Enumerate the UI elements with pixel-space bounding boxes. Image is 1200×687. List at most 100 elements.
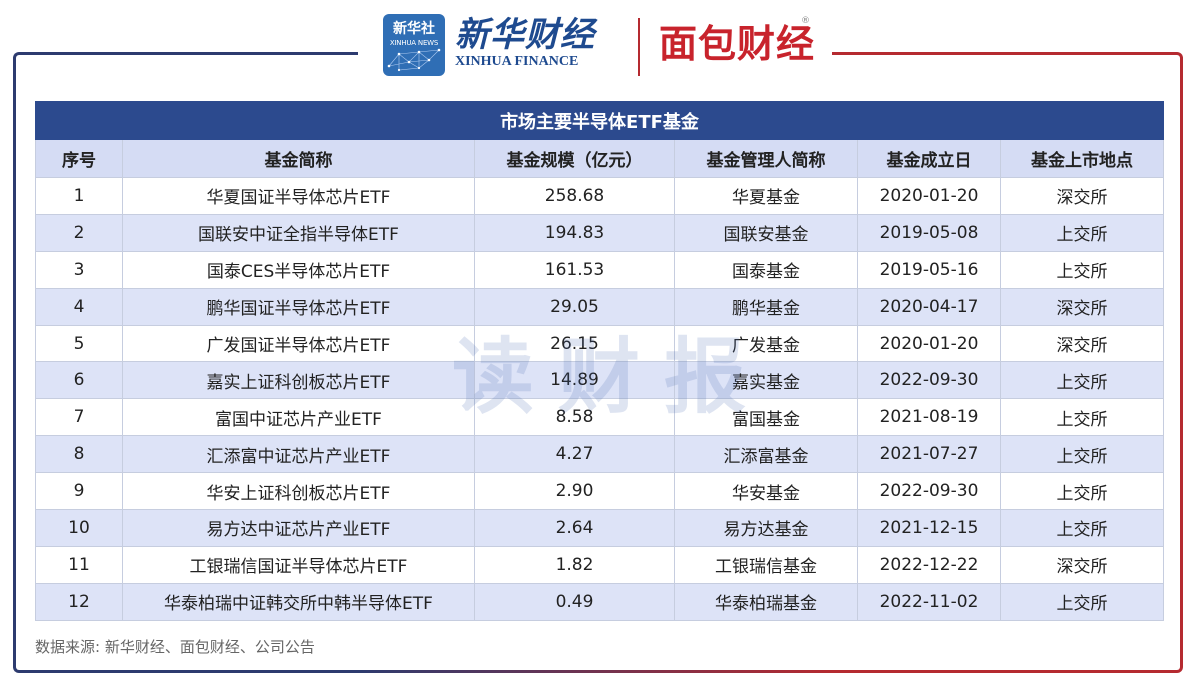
table-row: 9 华安上证科创板芯片ETF 2.90 华安基金 2022-09-30 上交所	[35, 472, 1164, 511]
cell-index: 3	[35, 250, 123, 289]
cell-inception-date: 2020-01-20	[857, 324, 1001, 363]
frame-right-border	[832, 52, 1183, 673]
cell-inception-date: 2022-09-30	[857, 361, 1001, 400]
cell-fund-name: 华夏国证半导体芯片ETF	[122, 177, 475, 215]
header-fund-size: 基金规模（亿元）	[474, 139, 675, 178]
cell-fund-name: 工银瑞信国证半导体芯片ETF	[122, 545, 475, 584]
cell-manager: 鹏华基金	[674, 287, 858, 326]
cell-listing-venue: 上交所	[1000, 398, 1164, 437]
cell-fund-name: 汇添富中证芯片产业ETF	[122, 435, 475, 474]
cell-listing-venue: 上交所	[1000, 361, 1164, 400]
cell-manager: 汇添富基金	[674, 435, 858, 474]
cell-fund-name: 鹏华国证半导体芯片ETF	[122, 287, 475, 326]
header-listing-venue: 基金上市地点	[1000, 139, 1164, 178]
cell-manager: 华安基金	[674, 472, 858, 511]
cell-fund-size: 1.82	[474, 545, 675, 584]
header-index: 序号	[35, 139, 123, 178]
cell-inception-date: 2020-01-20	[857, 177, 1001, 215]
frame-bottom-border	[358, 670, 832, 673]
table-row: 5 广发国证半导体芯片ETF 26.15 广发基金 2020-01-20 深交所	[35, 324, 1164, 363]
network-dots-icon	[387, 48, 441, 72]
cell-index: 10	[35, 509, 123, 547]
cell-manager: 工银瑞信基金	[674, 545, 858, 584]
etf-table-container: 市场主要半导体ETF基金 序号 基金简称 基金规模（亿元） 基金管理人简称 基金成立日基…	[35, 101, 1164, 621]
cell-manager: 广发基金	[674, 324, 858, 363]
table-row: 3 国泰CES半导体芯片ETF 161.53 国泰基金 2019-05-16 上交所	[35, 250, 1164, 289]
cell-fund-name: 富国中证芯片产业ETF	[122, 398, 475, 437]
table-row: 1 华夏国证半导体芯片ETF 258.68 华夏基金 2020-01-20 深交所	[35, 177, 1164, 215]
data-source-note: 数据来源: 新华财经、面包财经、公司公告	[35, 638, 315, 656]
cell-manager: 华夏基金	[674, 177, 858, 215]
xinhua-finance-cn: 新华财经	[455, 15, 595, 55]
table-row: 11 工银瑞信国证半导体芯片ETF 1.82 工银瑞信基金 2022-12-22 深交所	[35, 545, 1164, 584]
header-logos: 新华社 XINHUA NEWS 新华财经 XINHUA FINANCE 面包财经…	[383, 14, 823, 78]
cell-inception-date: 2019-05-08	[857, 213, 1001, 252]
cell-manager: 嘉实基金	[674, 361, 858, 400]
cell-fund-size: 2.64	[474, 509, 675, 547]
xinhua-news-logo: 新华社 XINHUA NEWS	[383, 14, 445, 76]
table-title: 市场主要半导体ETF基金	[35, 101, 1164, 140]
cell-index: 5	[35, 324, 123, 363]
cell-fund-name: 华安上证科创板芯片ETF	[122, 472, 475, 511]
cell-manager: 国联安基金	[674, 213, 858, 252]
table-row: 2 国联安中证全指半导体ETF 194.83 国联安基金 2019-05-08 上交所	[35, 213, 1164, 252]
table-row: 7 富国中证芯片产业ETF 8.58 富国基金 2021-08-19 上交所	[35, 398, 1164, 437]
header-fund-name: 基金简称	[122, 139, 475, 178]
cell-fund-name: 国泰CES半导体芯片ETF	[122, 250, 475, 289]
cell-fund-size: 161.53	[474, 250, 675, 289]
logo-divider	[638, 18, 640, 76]
cell-fund-name: 易方达中证芯片产业ETF	[122, 509, 475, 547]
header-manager: 基金管理人简称	[674, 139, 858, 178]
cell-fund-size: 0.49	[474, 582, 675, 621]
cell-fund-size: 8.58	[474, 398, 675, 437]
table-row: 4 鹏华国证半导体芯片ETF 29.05 鹏华基金 2020-04-17 深交所	[35, 287, 1164, 326]
cell-index: 7	[35, 398, 123, 437]
cell-fund-size: 194.83	[474, 213, 675, 252]
cell-inception-date: 2021-08-19	[857, 398, 1001, 437]
cell-listing-venue: 深交所	[1000, 177, 1164, 215]
cell-manager: 华泰柏瑞基金	[674, 582, 858, 621]
cell-inception-date: 2019-05-16	[857, 250, 1001, 289]
cell-index: 11	[35, 545, 123, 584]
cell-fund-name: 广发国证半导体芯片ETF	[122, 324, 475, 363]
cell-inception-date: 2022-11-02	[857, 582, 1001, 621]
xinhua-finance-en: XINHUA FINANCE	[455, 54, 579, 69]
cell-index: 2	[35, 213, 123, 252]
cell-listing-venue: 上交所	[1000, 213, 1164, 252]
cell-manager: 易方达基金	[674, 509, 858, 547]
xinhua-finance-logo: 新华财经 XINHUA FINANCE	[455, 14, 605, 70]
cell-manager: 国泰基金	[674, 250, 858, 289]
cell-inception-date: 2021-07-27	[857, 435, 1001, 474]
cell-listing-venue: 上交所	[1000, 582, 1164, 621]
frame-left-border	[13, 52, 358, 673]
cell-listing-venue: 深交所	[1000, 545, 1164, 584]
cell-index: 9	[35, 472, 123, 511]
table-row: 10 易方达中证芯片产业ETF 2.64 易方达基金 2021-12-15 上交所	[35, 509, 1164, 547]
cell-index: 6	[35, 361, 123, 400]
cell-listing-venue: 上交所	[1000, 435, 1164, 474]
header-inception-date: 基金成立日	[857, 139, 1001, 178]
cell-fund-size: 4.27	[474, 435, 675, 474]
cell-inception-date: 2020-04-17	[857, 287, 1001, 326]
cell-index: 4	[35, 287, 123, 326]
table-row: 8 汇添富中证芯片产业ETF 4.27 汇添富基金 2021-07-27 上交所	[35, 435, 1164, 474]
etf-table: 市场主要半导体ETF基金 序号 基金简称 基金规模（亿元） 基金管理人简称 基金成立日基…	[35, 101, 1164, 621]
xinhua-badge-en: XINHUA NEWS	[389, 39, 439, 47]
cell-index: 8	[35, 435, 123, 474]
cell-fund-size: 258.68	[474, 177, 675, 215]
cell-listing-venue: 上交所	[1000, 250, 1164, 289]
cell-index: 1	[35, 177, 123, 215]
cell-fund-name: 华泰柏瑞中证韩交所中韩半导体ETF	[122, 582, 475, 621]
cell-listing-venue: 深交所	[1000, 324, 1164, 363]
cell-fund-size: 29.05	[474, 287, 675, 326]
cell-listing-venue: 上交所	[1000, 509, 1164, 547]
cell-fund-name: 嘉实上证科创板芯片ETF	[122, 361, 475, 400]
cell-manager: 富国基金	[674, 398, 858, 437]
cell-fund-size: 2.90	[474, 472, 675, 511]
cell-inception-date: 2022-12-22	[857, 545, 1001, 584]
table-row: 12 华泰柏瑞中证韩交所中韩半导体ETF 0.49 华泰柏瑞基金 2022-11-02 上…	[35, 582, 1164, 621]
table-row: 6 嘉实上证科创板芯片ETF 14.89 嘉实基金 2022-09-30 上交所	[35, 361, 1164, 400]
cell-inception-date: 2021-12-15	[857, 509, 1001, 547]
cell-inception-date: 2022-09-30	[857, 472, 1001, 511]
cell-fund-name: 国联安中证全指半导体ETF	[122, 213, 475, 252]
